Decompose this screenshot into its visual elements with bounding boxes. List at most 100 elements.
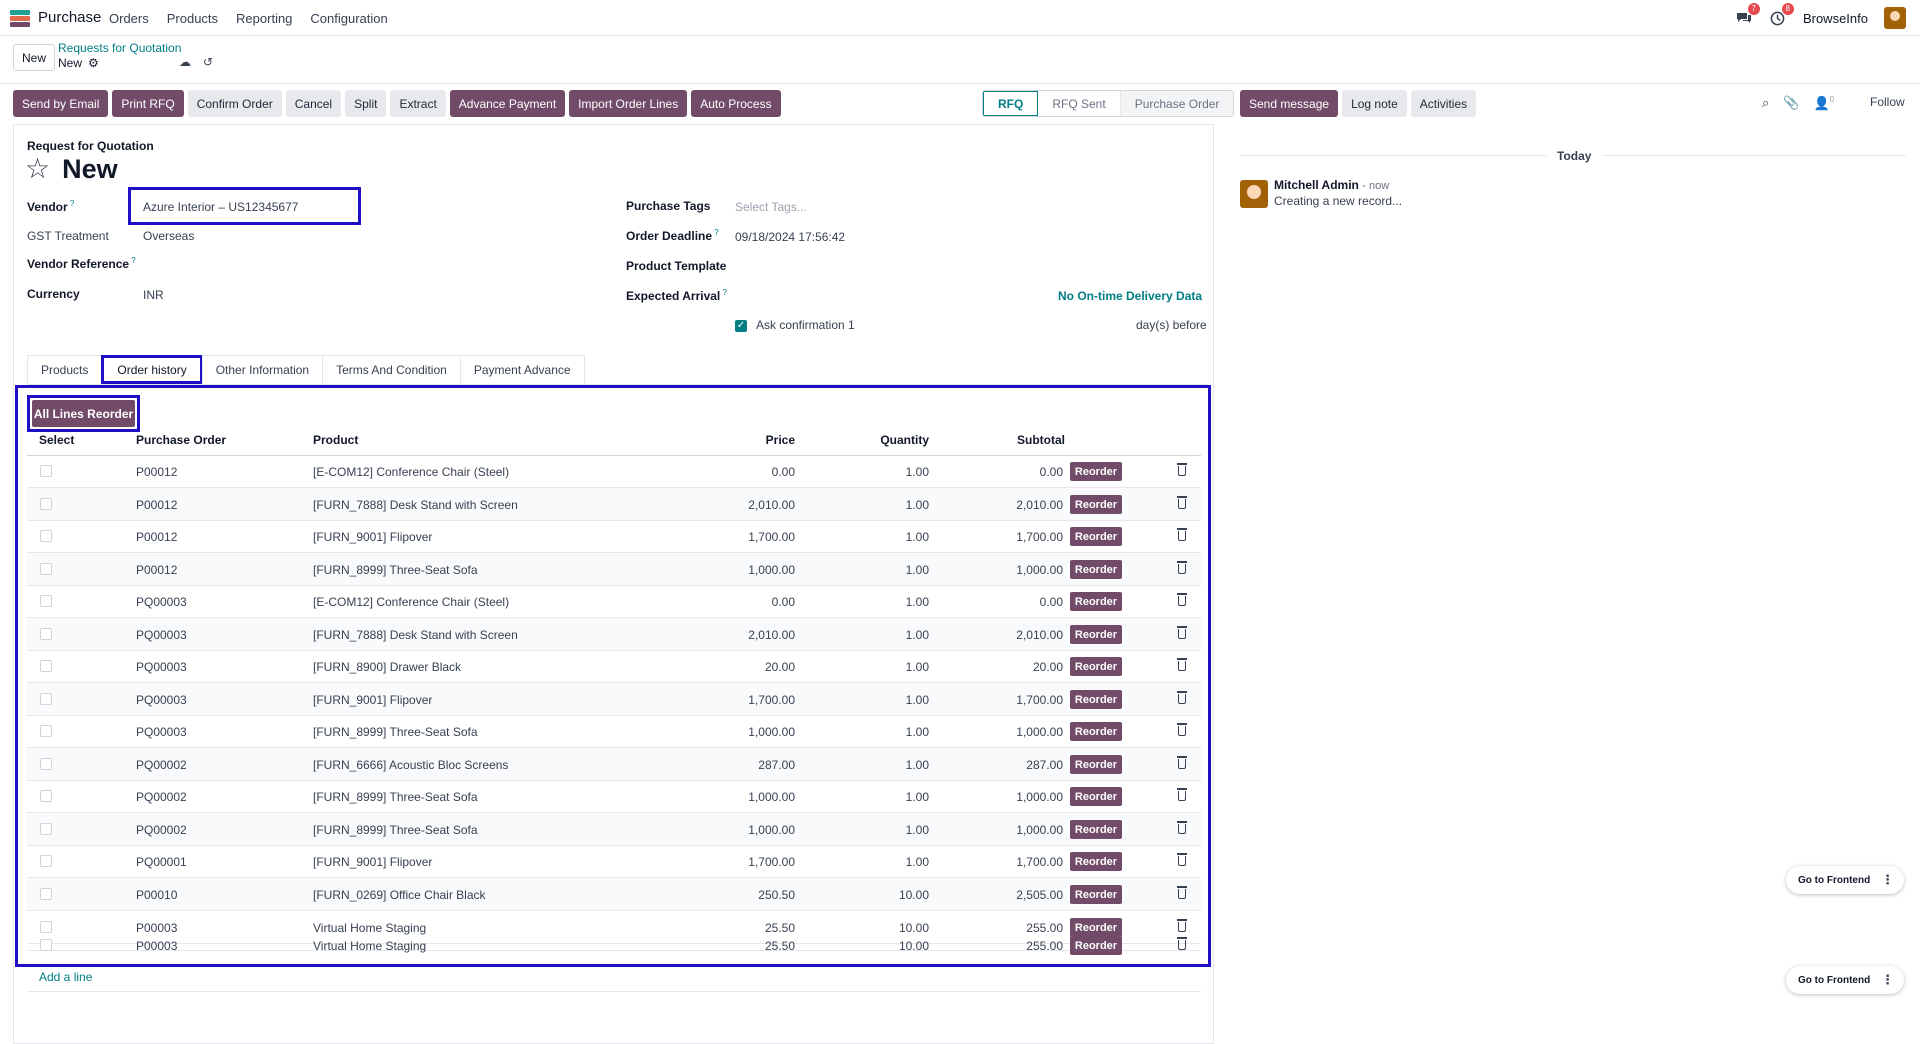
vendor-reference-input[interactable] [143,256,443,272]
row-select-checkbox[interactable] [40,855,52,867]
clock-activity-icon[interactable]: 8 [1769,3,1794,27]
table-row[interactable]: P00012 [E-COM12] Conference Chair (Steel)… [27,455,1201,488]
table-row[interactable]: PQ00003 [FURN_8900] Drawer Black 20.00 1.00… [27,650,1201,683]
activities-button[interactable]: Activities [1410,90,1477,117]
trash-icon[interactable] [1176,561,1188,575]
reorder-button[interactable]: Reorder [1070,820,1122,839]
go-to-frontend-button[interactable]: Go to Frontend ⋮ [1786,966,1904,994]
menu-reporting[interactable]: Reporting [236,11,293,26]
row-select-checkbox[interactable] [40,758,52,770]
app-logo-icon[interactable] [10,10,30,27]
reorder-button[interactable]: Reorder [1070,690,1122,709]
send-by-email-button[interactable]: Send by Email [13,90,109,117]
row-select-checkbox[interactable] [40,790,52,802]
trash-icon[interactable] [1176,528,1188,542]
tab-payment-advance[interactable]: Payment Advance [459,355,585,384]
table-row[interactable]: PQ00002 [FURN_6666] Acoustic Bloc Screens… [27,748,1201,781]
table-row[interactable]: PQ00002 [FURN_8999] Three-Seat Sofa 1,000.… [27,813,1201,846]
row-select-checkbox[interactable] [40,628,52,640]
row-select-checkbox[interactable] [40,465,52,477]
follow-button[interactable]: Follow [1870,95,1905,109]
import-order-lines-button[interactable]: Import Order Lines [569,90,688,117]
cloud-save-icon[interactable]: ☁ [179,55,191,69]
table-row[interactable]: P00012 [FURN_9001] Flipover 1,700.00 1.00 1,… [27,520,1201,553]
search-icon[interactable]: ⌕ [1762,95,1770,110]
trash-icon[interactable] [1176,937,1188,951]
gst-treatment-select[interactable]: Overseas [143,229,195,243]
paperclip-icon[interactable]: 📎 [1783,95,1800,110]
go-to-frontend-button[interactable]: Go to Frontend ⋮ [1786,866,1904,894]
col-purchase-order[interactable]: Purchase Order [136,433,227,447]
followers-icon[interactable]: 👤0 [1813,95,1835,111]
table-row[interactable]: P00003 Virtual Home Staging 25.50 10.00 255.… [27,911,1201,944]
reorder-button[interactable]: Reorder [1070,527,1122,546]
row-select-checkbox[interactable] [40,939,52,951]
reorder-button[interactable]: Reorder [1070,657,1122,676]
trash-icon[interactable] [1176,691,1188,705]
table-row[interactable]: P00012 [FURN_7888] Desk Stand with Screen… [27,488,1201,521]
reorder-button[interactable]: Reorder [1070,462,1122,481]
extract-button[interactable]: Extract [390,90,446,117]
col-product[interactable]: Product [313,433,359,447]
reorder-button[interactable]: Reorder [1070,495,1122,514]
col-quantity[interactable]: Quantity [880,433,929,447]
tab-other-information[interactable]: Other Information [201,355,324,384]
trash-icon[interactable] [1176,463,1188,477]
stage-rfq-sent[interactable]: RFQ Sent [1038,91,1121,116]
reorder-button[interactable]: Reorder [1070,885,1122,904]
breadcrumb-rfq[interactable]: Requests for Quotation [58,41,182,55]
table-row[interactable]: PQ00003 [E-COM12] Conference Chair (Steel… [27,585,1201,618]
kebab-menu-icon[interactable]: ⋮ [1881,872,1894,887]
trash-icon[interactable] [1176,821,1188,835]
send-message-button[interactable]: Send message [1240,90,1339,117]
row-select-checkbox[interactable] [40,595,52,607]
expected-arrival-input[interactable] [735,288,1015,304]
row-select-checkbox[interactable] [40,498,52,510]
table-row[interactable]: PQ00003 [FURN_8999] Three-Seat Sofa 1,000.… [27,715,1201,748]
vendor-input[interactable]: Azure Interior – US12345677 [143,200,299,214]
tab-order-history[interactable]: Order history [101,355,203,384]
reorder-button[interactable]: Reorder [1070,755,1122,774]
reorder-button[interactable]: Reorder [1070,625,1122,644]
trash-icon[interactable] [1176,593,1188,607]
table-row[interactable]: P00003 Virtual Home Staging 25.50 10.00 255.… [27,929,1201,955]
table-row[interactable]: PQ00002 [FURN_8999] Three-Seat Sofa 1,000.… [27,780,1201,813]
tab-products[interactable]: Products [27,355,103,384]
reorder-button[interactable]: Reorder [1070,722,1122,741]
trash-icon[interactable] [1176,658,1188,672]
table-row[interactable]: PQ00003 [FURN_7888] Desk Stand with Scree… [27,618,1201,651]
trash-icon[interactable] [1176,723,1188,737]
all-lines-reorder-button[interactable]: All Lines Reorder [32,400,135,427]
reorder-button[interactable]: Reorder [1070,560,1122,579]
row-select-checkbox[interactable] [40,725,52,737]
row-select-checkbox[interactable] [40,921,52,933]
col-subtotal[interactable]: Subtotal [1017,433,1065,447]
new-record-button[interactable]: New [13,44,55,71]
table-row[interactable]: P00012 [FURN_8999] Three-Seat Sofa 1,000.0… [27,553,1201,586]
star-icon[interactable]: ☆ [25,153,51,184]
user-avatar[interactable] [1884,7,1906,29]
row-select-checkbox[interactable] [40,888,52,900]
trash-icon[interactable] [1176,788,1188,802]
purchase-tags-input[interactable]: Select Tags... [735,200,807,214]
confirm-order-button[interactable]: Confirm Order [187,90,282,117]
stage-purchase-order[interactable]: Purchase Order [1120,91,1234,116]
cancel-button[interactable]: Cancel [285,90,342,117]
trash-icon[interactable] [1176,626,1188,640]
chat-icon[interactable]: 7 [1735,3,1760,27]
order-deadline-input[interactable]: 09/18/2024 17:56:42 [735,230,846,244]
row-select-checkbox[interactable] [40,823,52,835]
reorder-button[interactable]: Reorder [1070,918,1122,937]
advance-payment-button[interactable]: Advance Payment [449,90,566,117]
trash-icon[interactable] [1176,496,1188,510]
gear-icon[interactable]: ⚙ [88,56,99,70]
table-row[interactable]: PQ00001 [FURN_9001] Flipover 1,700.00 1.00 1… [27,845,1201,878]
table-row[interactable]: P00010 [FURN_0269] Office Chair Black 250.… [27,878,1201,911]
row-select-checkbox[interactable] [40,660,52,672]
log-note-button[interactable]: Log note [1342,90,1407,117]
trash-icon[interactable] [1176,886,1188,900]
reorder-button[interactable]: Reorder [1070,936,1122,955]
ask-confirmation-days[interactable]: 1 [848,318,855,332]
kebab-menu-icon[interactable]: ⋮ [1881,972,1894,987]
app-name[interactable]: Purchase [38,9,102,26]
